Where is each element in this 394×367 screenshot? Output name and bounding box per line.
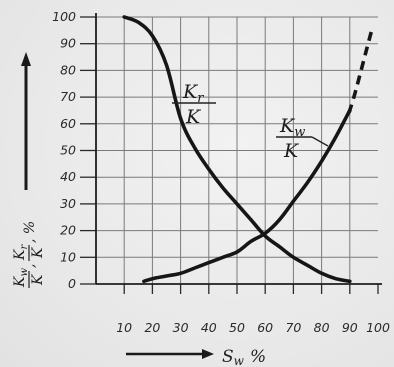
y-tick-label: 10 [60,249,76,264]
x-tick-label: 50 [229,320,245,335]
y-tick-label: 80 [60,62,76,77]
x-tick-label: 30 [173,320,189,335]
svg-text:K: K [30,246,46,259]
y-tick-labels: 0 10 20 30 40 50 60 70 80 90 100 [52,9,76,291]
svg-text:Kw: Kw [279,115,305,140]
kr-over-k-curve [122,15,352,284]
x-tick-label: 70 [285,320,301,335]
y-tick-label: 90 [60,36,76,51]
x-tick-label: 20 [144,320,160,335]
y-tick-label: 100 [52,9,76,24]
x-tick-label: 60 [257,320,273,335]
y-tick-label: 70 [60,89,76,104]
y-tick-label: 50 [60,143,76,158]
x-axis-label: Sw% [126,347,266,367]
curves [122,15,375,284]
svg-text:,: , [22,264,38,268]
x-tick-label: 40 [201,320,217,335]
x-tick-label: 10 [116,320,132,335]
x-tick-label: 90 [342,320,358,335]
y-tick-label: 40 [60,169,76,184]
y-tick-label: 60 [60,116,76,131]
kw-over-k-extrapolation [347,27,375,114]
y-axis-arrow [21,52,31,190]
y-tick-label: 30 [60,196,76,211]
svg-text:Kr: Kr [12,244,30,261]
svg-text:K: K [283,140,300,162]
svg-text:Kr: Kr [182,81,204,106]
svg-text:Sw%: Sw% [222,347,266,367]
grid [96,16,378,284]
axes [80,13,382,294]
x-tick-labels: 10 20 30 40 50 60 70 80 90 100 [116,320,390,335]
svg-text:Kw: Kw [12,268,30,288]
svg-text:K: K [185,106,202,128]
svg-text:, %: , % [22,221,38,243]
x-tick-label: 100 [366,320,390,335]
kw-over-k-label: Kw K [276,115,329,162]
x-tick-label: 80 [314,320,330,335]
svg-text:K: K [30,273,46,286]
kr-over-k-label: Kr K [172,81,216,128]
y-axis-label: Kw K , Kr K , % [12,221,46,288]
y-tick-label: 0 [68,276,76,291]
kw-over-k-curve [142,108,352,284]
y-tick-label: 20 [60,223,76,238]
